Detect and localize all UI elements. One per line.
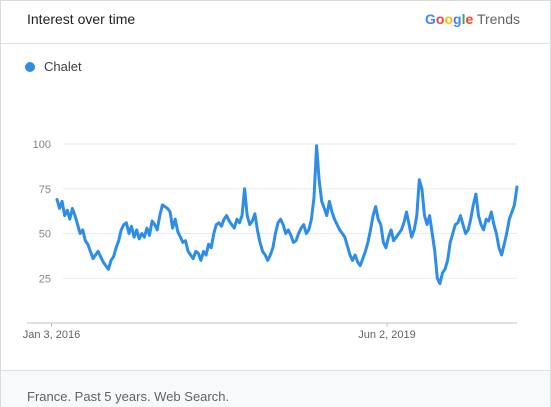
google-letter: o (435, 11, 445, 27)
google-letter: e (465, 11, 474, 27)
card-footer: France. Past 5 years. Web Search. (1, 370, 550, 407)
google-trends-logo: Google Trends (425, 11, 520, 27)
legend-label-chalet: Chalet (44, 59, 82, 74)
y-tick-label: 100 (33, 139, 51, 151)
trends-wordmark: Trends (476, 11, 520, 27)
x-tick-label: Jan 3, 2016 (23, 329, 81, 341)
card-title: Interest over time (27, 11, 136, 27)
y-tick-label: 25 (39, 273, 51, 285)
chart-legend: Chalet (25, 59, 82, 74)
card-header: Interest over time Google Trends (1, 1, 550, 44)
x-tick-label: Jun 2, 2019 (358, 329, 416, 341)
series-line-chalet (55, 144, 519, 286)
legend-swatch (25, 61, 35, 72)
y-tick-label: 75 (39, 184, 51, 196)
footer-text: France. Past 5 years. Web Search. (27, 389, 230, 404)
google-letter: G (425, 11, 436, 27)
google-letter: g (453, 11, 462, 27)
y-tick-label: 50 (39, 229, 51, 241)
google-wordmark: Google (425, 11, 473, 27)
google-letter: o (444, 11, 454, 27)
google-letter: l (461, 11, 466, 27)
line-chart: 25 50 75 100 Jan 3, 2016 Jun 2, 2019 (23, 139, 519, 341)
